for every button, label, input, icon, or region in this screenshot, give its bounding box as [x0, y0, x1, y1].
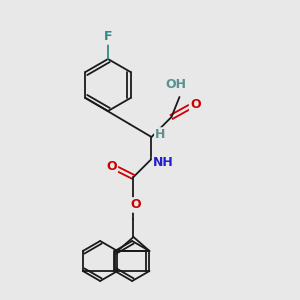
Text: H: H	[155, 128, 166, 142]
Text: OH: OH	[165, 79, 186, 92]
Text: F: F	[104, 31, 112, 44]
Text: O: O	[130, 199, 141, 212]
Text: O: O	[190, 98, 201, 112]
Text: NH: NH	[153, 157, 174, 169]
Text: O: O	[106, 160, 117, 173]
